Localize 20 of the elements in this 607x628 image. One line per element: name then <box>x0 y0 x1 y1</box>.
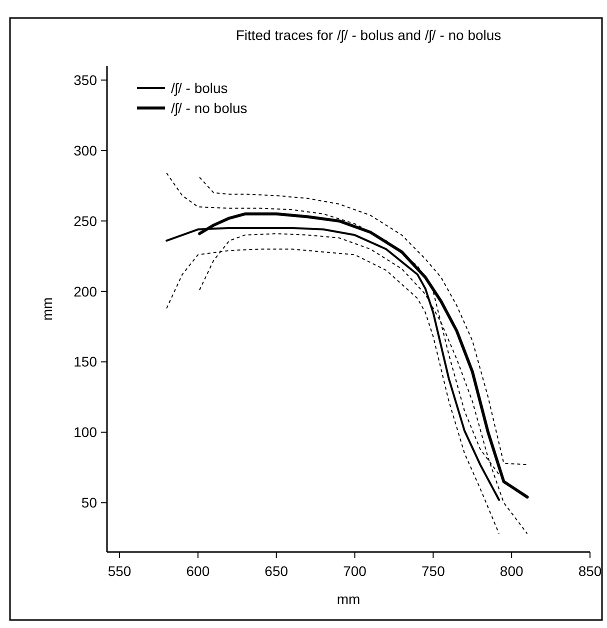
y-tick-label: 150 <box>74 354 98 370</box>
y-tick-label: 200 <box>74 283 98 300</box>
y-tick-label: 250 <box>74 212 98 229</box>
chart-title: Fitted traces for /ʃ/ - bolus and /ʃ/ - no bolus <box>236 27 502 43</box>
x-axis-title: mm <box>336 591 360 607</box>
y-tick-label: 100 <box>74 424 98 440</box>
line-series <box>199 176 528 466</box>
legend-label: /ʃ/ - bolus <box>171 80 228 96</box>
legend-label: /ʃ/ - no bolus <box>171 100 248 116</box>
x-tick-label: 850 <box>578 563 602 579</box>
x-tick-label: 550 <box>108 563 132 579</box>
x-tick-label: 650 <box>264 563 288 579</box>
x-tick-label: 700 <box>343 563 367 579</box>
y-axis-title: mm <box>39 297 55 321</box>
y-tick-label: 300 <box>74 142 98 158</box>
x-tick-label: 600 <box>186 563 210 579</box>
y-tick-label: 350 <box>74 72 98 88</box>
x-tick-label: 750 <box>422 563 446 579</box>
y-tick-label: 50 <box>81 494 98 511</box>
x-tick-label: 800 <box>500 563 524 579</box>
